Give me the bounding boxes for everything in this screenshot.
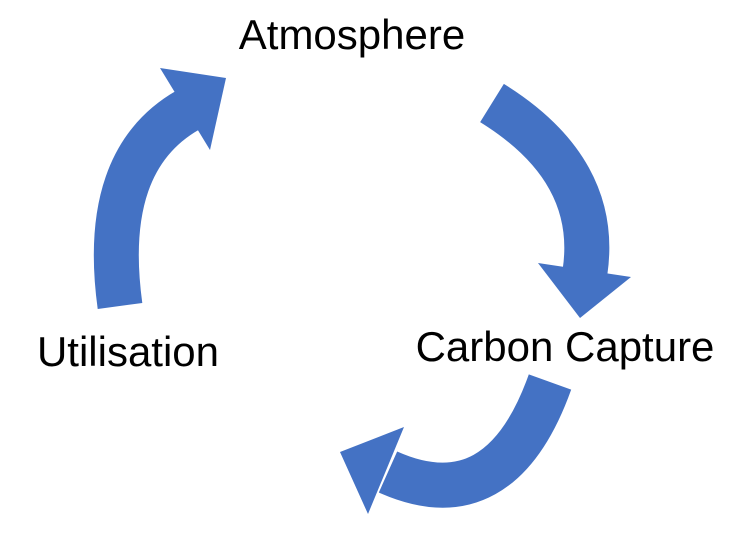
arrow-body	[479, 83, 610, 276]
arrow-body	[93, 90, 200, 310]
node-label: Utilisation	[37, 328, 219, 375]
arrow-utilisation-to-atmosphere	[93, 68, 226, 310]
node-label: Atmosphere	[239, 11, 465, 58]
node-label: Carbon Capture	[416, 323, 715, 370]
arrow-head	[160, 68, 226, 150]
arrow-head	[538, 263, 631, 318]
arrow-body	[378, 374, 572, 508]
arrow-atmosphere-to-capture	[479, 83, 631, 318]
arrow-head	[340, 427, 404, 514]
arrow-capture-to-utilisation	[340, 374, 572, 514]
